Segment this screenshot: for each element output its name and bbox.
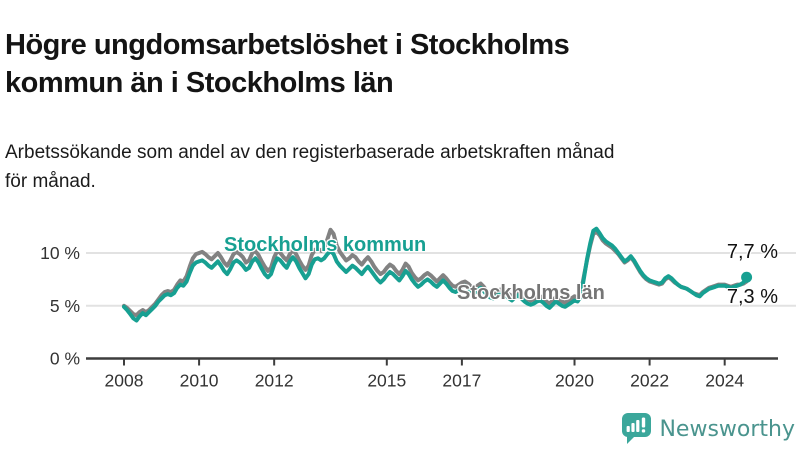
series-line-stockholms-kommun [122, 226, 749, 323]
x-axis-tick-label: 2010 [180, 371, 219, 391]
series-end-dot-stockholms-kommun [741, 271, 753, 283]
series-label-stockholms-lan: Stockholms län [457, 282, 605, 304]
chart-subtitle: Arbetssökande som andel av den registerb… [5, 142, 615, 193]
x-axis-tick-label: 2008 [105, 371, 144, 391]
series-label-stockholms-kommun: Stockholms kommun [224, 234, 427, 256]
y-axis-tick-label: 10 % [40, 243, 80, 263]
x-axis-tick-label: 2017 [442, 371, 481, 391]
x-axis-tick-label: 2024 [705, 371, 744, 391]
y-axis-tick-label: 5 % [50, 296, 80, 316]
brand-name: Newsworthy [659, 416, 795, 442]
end-value-label-kommun: 7,7 % [726, 241, 778, 263]
end-value-label-lan: 7,3 % [726, 286, 778, 308]
x-axis-tick-label: 2012 [255, 371, 294, 391]
x-axis-tick-label: 2015 [367, 371, 406, 391]
page-title: Högre ungdomsarbetslöshet i Stockholms k… [5, 29, 570, 100]
x-axis-tick-label: 2022 [630, 371, 669, 391]
x-axis-tick-label: 2020 [555, 371, 594, 391]
newsworthy-icon [622, 413, 652, 444]
y-axis-tick-label: 0 % [50, 349, 80, 369]
series-line-stockholms-lan [122, 227, 749, 318]
newsworthy-logo: Newsworthy [622, 413, 795, 445]
